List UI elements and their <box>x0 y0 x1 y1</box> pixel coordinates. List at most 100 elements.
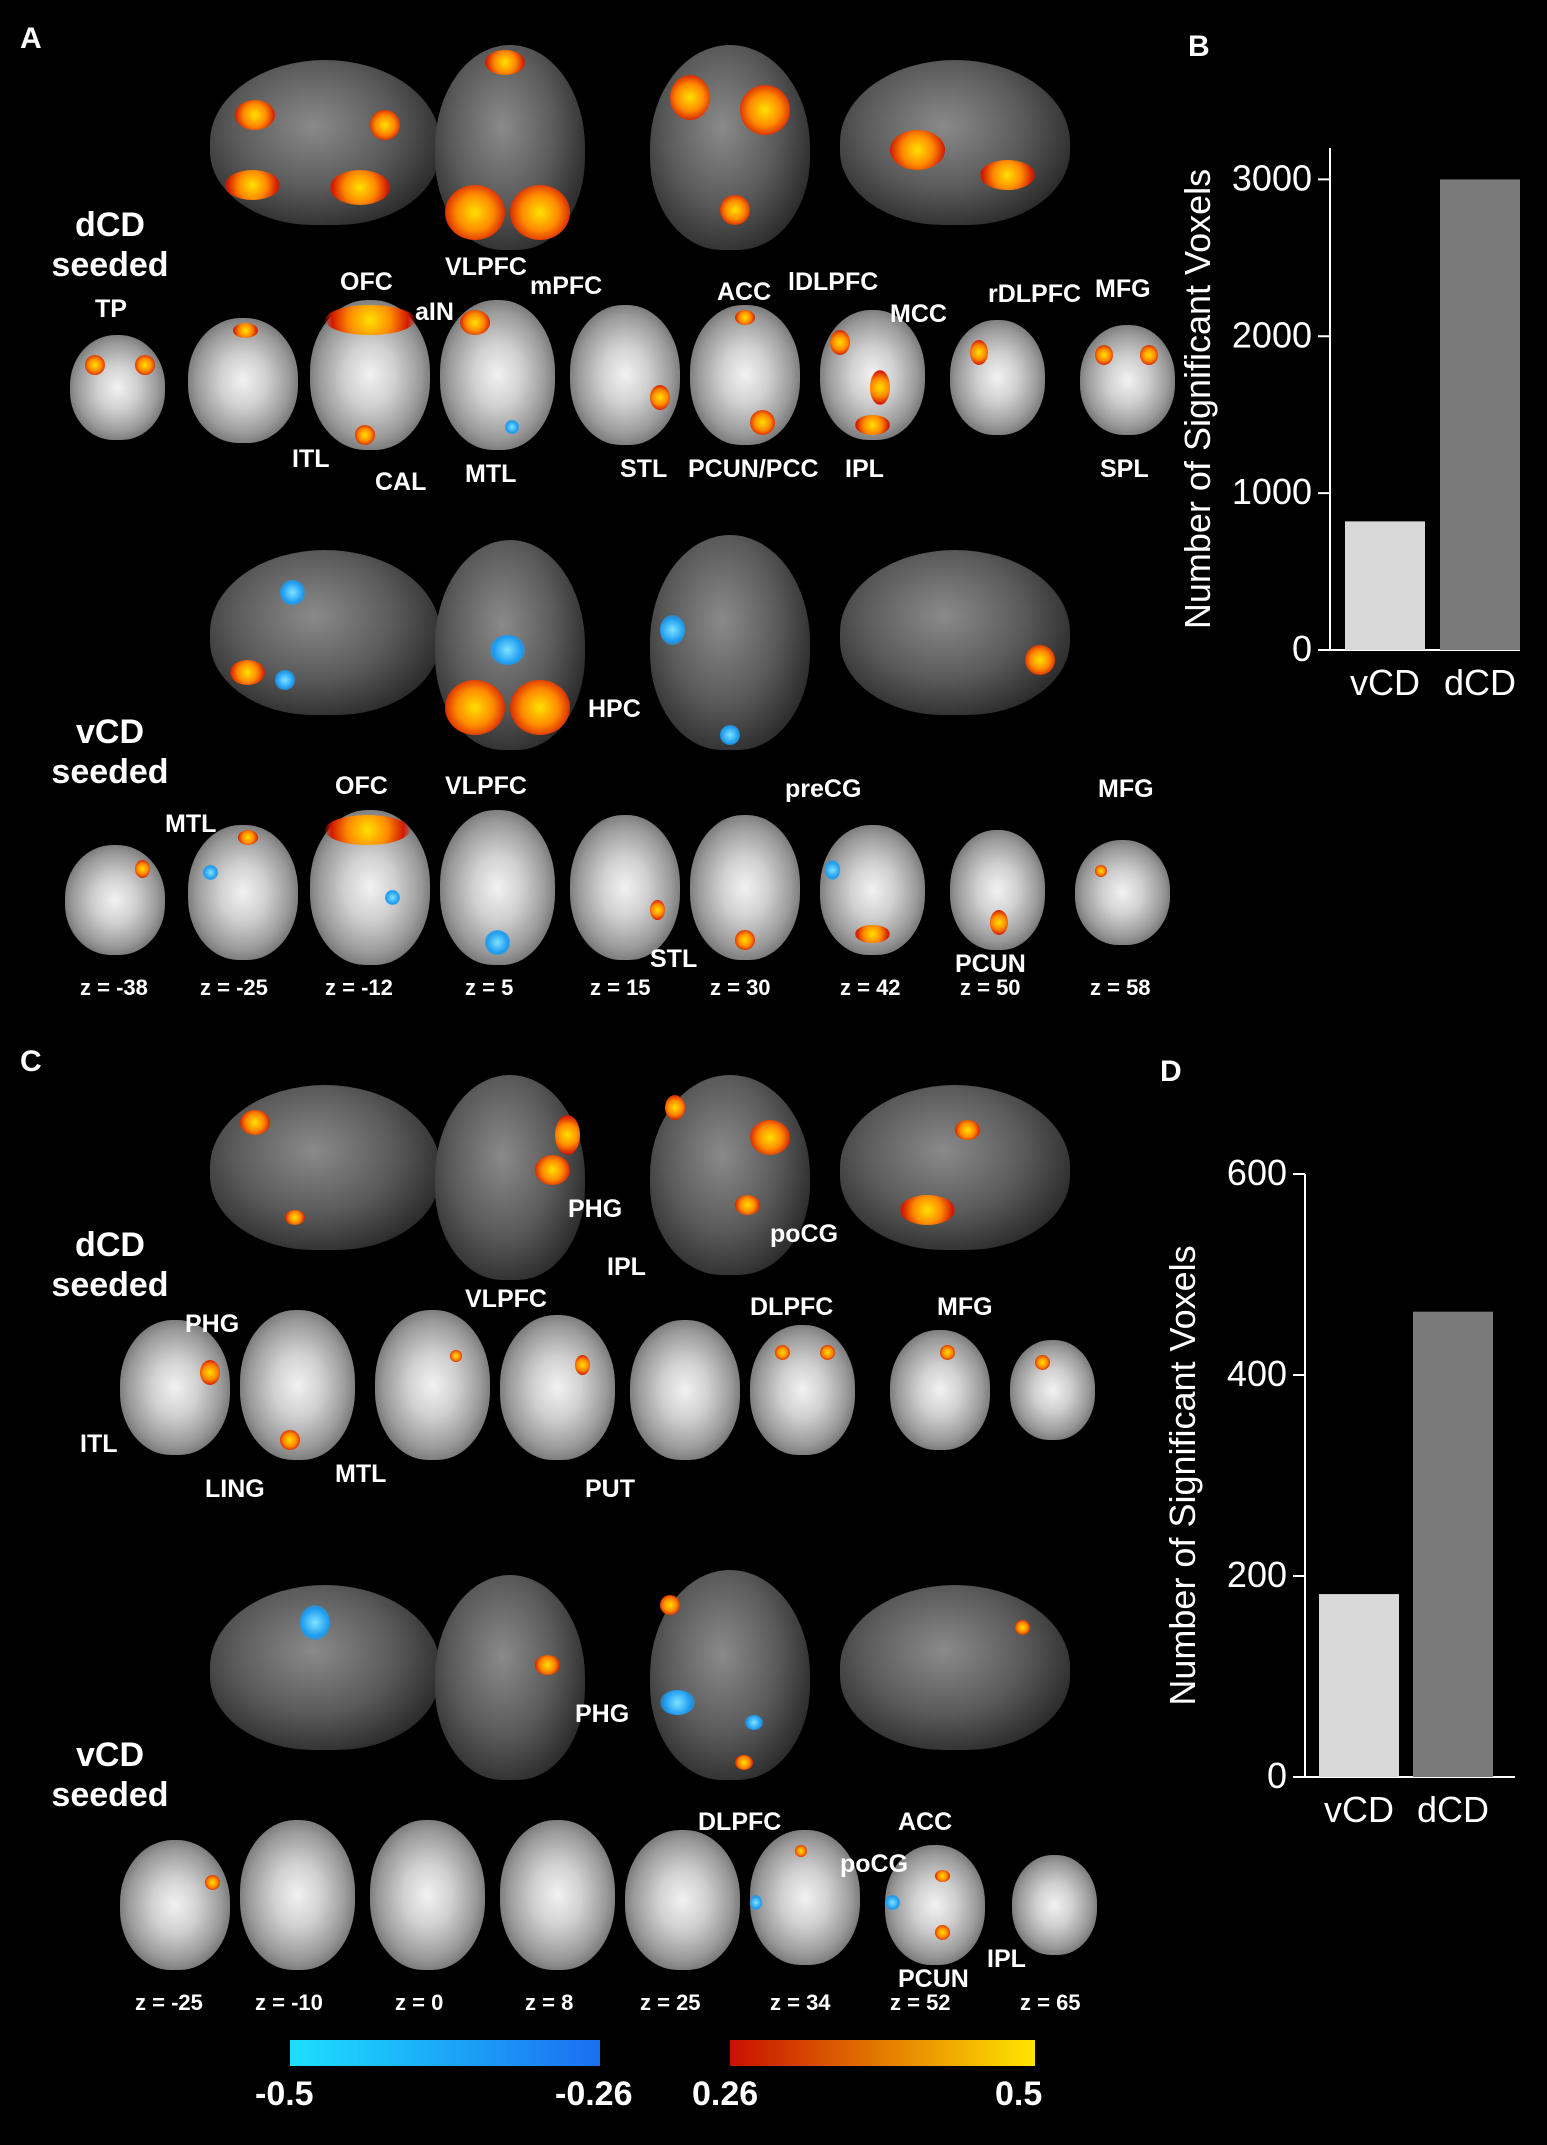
axial-slice <box>240 1820 355 1970</box>
region-label: rDLPFC <box>988 280 1082 308</box>
y-tick-label: 3000 <box>1232 157 1312 198</box>
panel-letter-b: B <box>1188 30 1210 63</box>
region-label: PCUN/PCC <box>688 455 819 483</box>
region-label: STL <box>620 455 668 483</box>
bar-dCD <box>1440 179 1520 650</box>
region-label: STL <box>650 945 698 973</box>
z-label: z = -25 <box>200 975 268 1000</box>
brain-render-right <box>840 60 1070 225</box>
region-label: VLPFC <box>445 772 527 800</box>
region-label: preCG <box>785 775 862 803</box>
brain-render-dorsal <box>650 535 810 750</box>
z-label: z = 15 <box>590 975 651 1000</box>
brain-render-ventral <box>435 1575 585 1780</box>
region-label: ITL <box>292 445 330 473</box>
axial-slice <box>820 825 925 955</box>
axial-slice <box>750 1830 860 1965</box>
axial-slice <box>120 1320 230 1455</box>
y-axis-label: Number of Significant Voxels <box>1162 1245 1203 1705</box>
y-tick-label: 1000 <box>1232 471 1312 512</box>
brain-render-left <box>210 550 440 715</box>
region-label: LING <box>205 1475 265 1503</box>
z-label: z = 50 <box>960 975 1021 1000</box>
region-label: poCG <box>770 1220 839 1248</box>
y-tick-label: 2000 <box>1232 314 1312 355</box>
brain-render-right <box>840 550 1070 715</box>
axial-slice <box>570 815 680 960</box>
region-label: PHG <box>575 1700 630 1728</box>
axial-slice <box>375 1310 490 1460</box>
colorbar-pos-max-label: 0.5 <box>995 2075 1043 2113</box>
z-label: z = -10 <box>255 1990 323 2015</box>
region-label: MFG <box>1098 775 1154 803</box>
axial-slice <box>1012 1855 1097 1955</box>
axial-slice <box>690 305 800 445</box>
axial-slice <box>885 1845 985 1965</box>
region-label: PCUN <box>898 1965 969 1993</box>
axial-slice <box>310 300 430 450</box>
axial-slice <box>370 1820 485 1970</box>
region-label: IPL <box>987 1945 1026 1973</box>
axial-slice <box>240 1310 355 1460</box>
region-label: OFC <box>340 268 393 296</box>
axial-slice <box>1080 325 1175 435</box>
colorbar-negative <box>290 2040 600 2066</box>
axial-slice <box>65 845 165 955</box>
z-label: z = 58 <box>1090 975 1151 1000</box>
region-label: ITL <box>80 1430 118 1458</box>
region-label: MTL <box>165 810 217 838</box>
region-label: VLPFC <box>445 253 527 281</box>
z-label: z = 42 <box>840 975 901 1000</box>
region-label: IPL <box>845 455 884 483</box>
region-label: MTL <box>335 1460 387 1488</box>
bar-vCD <box>1345 521 1425 650</box>
z-label: z = -38 <box>80 975 148 1000</box>
axial-slice <box>630 1320 740 1460</box>
axial-slice <box>310 810 430 965</box>
axial-slice <box>625 1830 740 1970</box>
region-label: ACC <box>717 278 772 306</box>
panel-c-dcd-seeded-label: dCD seeded <box>51 1226 169 1304</box>
y-tick-label: 0 <box>1292 628 1312 669</box>
region-label: DLPFC <box>750 1293 834 1321</box>
x-tick-label: dCD <box>1444 662 1516 703</box>
region-label: CAL <box>375 468 427 496</box>
region-label: MTL <box>465 460 517 488</box>
bar-vCD <box>1319 1594 1399 1777</box>
colorbar-positive <box>730 2040 1035 2066</box>
axial-slice <box>70 335 165 440</box>
brain-render-right <box>840 1085 1070 1250</box>
axial-slice <box>440 300 555 450</box>
z-label: z = 5 <box>465 975 514 1000</box>
colorbar-neg-min-label: -0.5 <box>255 2075 314 2113</box>
axial-slice <box>570 305 680 445</box>
panel-a-dcd-seeded-label: dCD seeded <box>51 206 169 284</box>
bar-chart-d: 0 200 400 600 Number of Significant Voxels vC… <box>1162 1152 1515 1830</box>
panel-letter-a: A <box>20 22 42 55</box>
x-tick-label: vCD <box>1324 1789 1394 1830</box>
axial-slice <box>188 318 298 443</box>
brain-render-left <box>210 60 440 225</box>
axial-slice <box>890 1330 990 1450</box>
brain-render-dorsal <box>650 1570 810 1780</box>
z-label: z = -12 <box>325 975 393 1000</box>
region-label: MCC <box>890 300 947 328</box>
region-label: PHG <box>185 1310 240 1338</box>
z-label: z = 52 <box>890 1990 951 2015</box>
axial-slice <box>188 825 298 960</box>
colorbar-neg-max-label: -0.26 <box>555 2075 633 2113</box>
axial-slice <box>1010 1340 1095 1440</box>
x-tick-label: vCD <box>1350 662 1420 703</box>
axial-slice <box>1075 840 1170 945</box>
region-label: IPL <box>607 1253 646 1281</box>
z-label: z = 30 <box>710 975 771 1000</box>
axial-slice <box>690 815 800 960</box>
region-label: VLPFC <box>465 1285 547 1313</box>
region-label: mPFC <box>530 272 603 300</box>
axial-slice <box>440 810 555 965</box>
brain-render-dorsal <box>650 1075 810 1275</box>
region-label: TP <box>95 295 127 323</box>
axial-slice <box>950 320 1045 435</box>
z-label: z = 65 <box>1020 1990 1081 2015</box>
brain-render-dorsal <box>650 45 810 250</box>
